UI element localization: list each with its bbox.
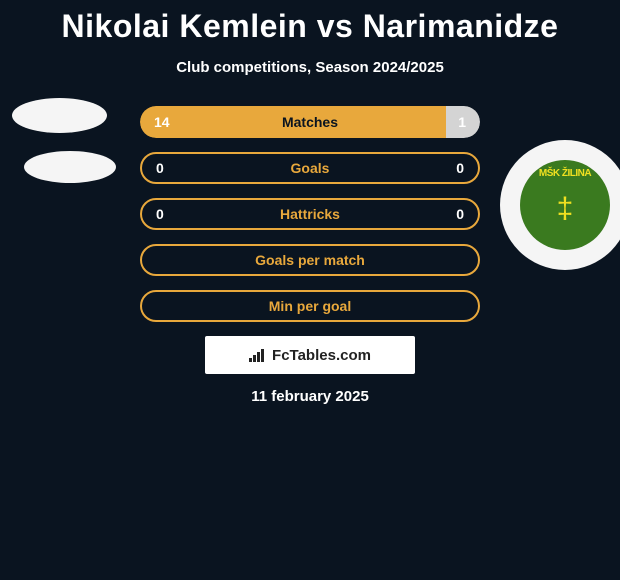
stat-value-left: 0: [156, 160, 164, 176]
stat-label: Matches: [282, 114, 338, 130]
stat-bar: 0 0 Hattricks: [140, 198, 480, 230]
club-badge: MŠK ŽILINA ‡: [500, 140, 620, 270]
comparison-date: 11 february 2025: [0, 388, 620, 405]
player-avatar-1: [12, 98, 107, 133]
stat-row: Min per goal: [0, 290, 620, 322]
stat-label: Goals per match: [255, 252, 365, 268]
chart-icon: [249, 348, 267, 362]
stat-bar: 14 1 Matches: [140, 106, 480, 138]
fctables-label: FcTables.com: [272, 347, 371, 364]
stat-value-left: 0: [156, 206, 164, 222]
stat-label: Goals: [291, 160, 330, 176]
fctables-badge: FcTables.com: [205, 336, 415, 374]
stat-bar: Min per goal: [140, 290, 480, 322]
club-cross-icon: ‡: [545, 189, 585, 229]
stat-value-right: 0: [456, 206, 464, 222]
club-badge-inner: MŠK ŽILINA ‡: [520, 160, 610, 250]
season-subtitle: Club competitions, Season 2024/2025: [0, 59, 620, 76]
stat-bar: Goals per match: [140, 244, 480, 276]
stat-value-right: 0: [456, 160, 464, 176]
comparison-title: Nikolai Kemlein vs Narimanidze: [0, 0, 620, 45]
stat-label: Hattricks: [280, 206, 340, 222]
stat-label: Min per goal: [269, 298, 351, 314]
player-avatar-2: [24, 151, 116, 183]
club-name: MŠK ŽILINA: [520, 168, 610, 179]
stat-value-right: 1: [458, 114, 466, 130]
stat-value-left: 14: [154, 114, 170, 130]
stats-container: MŠK ŽILINA ‡ 14 1 Matches 0 0 Goals 0 0 Hattrick…: [0, 106, 620, 405]
stat-bar: 0 0 Goals: [140, 152, 480, 184]
